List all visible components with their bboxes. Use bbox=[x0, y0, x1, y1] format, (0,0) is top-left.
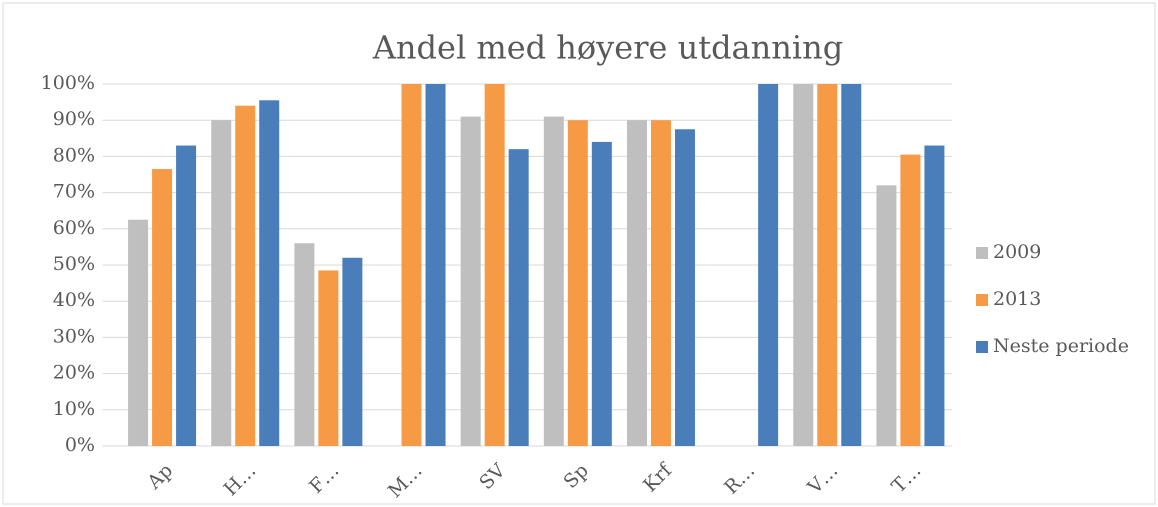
y-tick-label: 30% bbox=[53, 325, 95, 347]
y-tick-label: 40% bbox=[53, 289, 95, 311]
y-tick-label: 0% bbox=[65, 434, 95, 456]
y-tick-label: 50% bbox=[53, 253, 95, 275]
chart-title: Andel med høyere utdanning bbox=[372, 29, 843, 67]
bar bbox=[318, 270, 339, 446]
bar bbox=[876, 185, 897, 447]
bar bbox=[817, 84, 838, 446]
bar bbox=[425, 84, 446, 446]
bar bbox=[841, 84, 862, 446]
bar bbox=[543, 116, 564, 446]
bar bbox=[235, 105, 256, 446]
legend-label: 2013 bbox=[993, 288, 1041, 310]
legend-swatch bbox=[976, 247, 988, 259]
bar bbox=[294, 243, 315, 446]
bar bbox=[650, 120, 671, 446]
legend-swatch bbox=[976, 294, 988, 306]
y-tick-label: 100% bbox=[41, 72, 95, 94]
bar bbox=[460, 116, 481, 446]
bar bbox=[484, 84, 505, 446]
y-tick-label: 70% bbox=[53, 181, 95, 203]
bar bbox=[758, 84, 779, 446]
bar bbox=[900, 154, 921, 446]
bar bbox=[567, 120, 588, 446]
y-tick-label: 80% bbox=[53, 144, 95, 166]
y-tick-label: 90% bbox=[53, 108, 95, 130]
legend-label: 2009 bbox=[993, 241, 1041, 263]
bar bbox=[401, 84, 422, 446]
bar bbox=[152, 169, 173, 446]
y-tick-label: 10% bbox=[53, 398, 95, 420]
bar bbox=[128, 219, 149, 446]
legend-label: Neste periode bbox=[993, 335, 1129, 357]
y-tick-label: 20% bbox=[53, 362, 95, 384]
bar bbox=[626, 120, 647, 446]
bar bbox=[591, 141, 612, 447]
bar bbox=[508, 149, 529, 446]
bar bbox=[674, 129, 695, 446]
bar bbox=[211, 120, 232, 446]
y-tick-label: 60% bbox=[53, 217, 95, 239]
bar bbox=[259, 100, 280, 446]
bar bbox=[342, 257, 363, 446]
bar bbox=[793, 84, 814, 446]
bar bbox=[924, 145, 945, 447]
bar bbox=[176, 145, 197, 447]
legend-swatch bbox=[976, 341, 988, 353]
